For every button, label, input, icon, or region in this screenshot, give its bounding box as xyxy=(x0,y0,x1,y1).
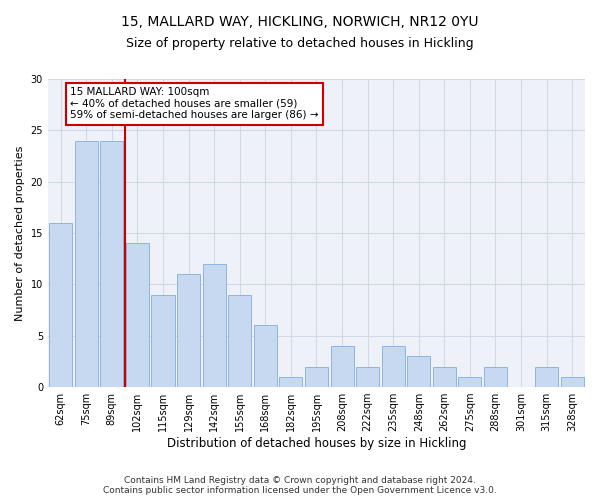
Bar xyxy=(100,140,124,387)
X-axis label: Distribution of detached houses by size in Hickling: Distribution of detached houses by size … xyxy=(167,437,466,450)
Bar xyxy=(407,356,430,387)
Bar xyxy=(75,140,98,387)
Bar xyxy=(484,366,507,387)
Y-axis label: Number of detached properties: Number of detached properties xyxy=(15,146,25,320)
Text: Contains HM Land Registry data © Crown copyright and database right 2024.
Contai: Contains HM Land Registry data © Crown c… xyxy=(103,476,497,495)
Bar xyxy=(382,346,404,387)
Bar xyxy=(228,294,251,387)
Bar xyxy=(305,366,328,387)
Bar xyxy=(126,244,149,387)
Bar xyxy=(177,274,200,387)
Bar xyxy=(203,264,226,387)
Bar xyxy=(280,377,302,387)
Text: 15 MALLARD WAY: 100sqm
← 40% of detached houses are smaller (59)
59% of semi-det: 15 MALLARD WAY: 100sqm ← 40% of detached… xyxy=(70,87,319,120)
Bar xyxy=(151,294,175,387)
Bar xyxy=(356,366,379,387)
Bar xyxy=(254,326,277,387)
Bar xyxy=(433,366,456,387)
Bar xyxy=(49,223,72,387)
Bar xyxy=(561,377,584,387)
Bar xyxy=(535,366,558,387)
Text: Size of property relative to detached houses in Hickling: Size of property relative to detached ho… xyxy=(126,38,474,51)
Bar xyxy=(458,377,481,387)
Bar xyxy=(331,346,353,387)
Text: 15, MALLARD WAY, HICKLING, NORWICH, NR12 0YU: 15, MALLARD WAY, HICKLING, NORWICH, NR12… xyxy=(121,15,479,29)
